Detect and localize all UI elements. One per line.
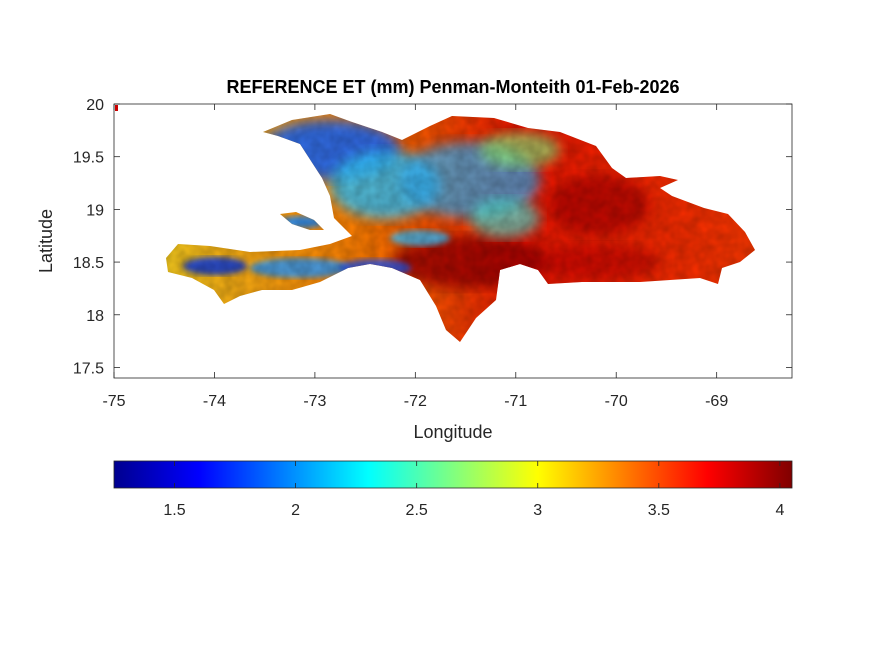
y-tick-label: 18 [86,308,104,325]
colorbar-tick-label: 3.5 [648,502,670,519]
heatmap-speck [115,105,118,111]
y-tick-label: 17.5 [73,360,104,377]
x-tick-label: -73 [303,393,326,410]
y-tick-label: 20 [86,97,104,114]
y-tick-label: 19 [86,202,104,219]
x-tick-label: -72 [404,393,427,410]
colorbar-tick-label: 3 [533,502,542,519]
x-axis-label: Longitude [413,422,492,442]
y-tick-label: 18.5 [73,255,104,272]
colorbar-ticks: 1.5 2 2.5 3 3.5 4 [163,461,784,519]
x-tick-label: -69 [705,393,728,410]
y-tick-label: 19.5 [73,150,104,167]
x-axis-ticks: -75 -74 -73 -72 -71 -70 -69 [102,104,728,410]
chart-title: REFERENCE ET (mm) Penman-Monteith 01-Feb… [226,77,679,97]
y-axis-ticks: 20 19.5 19 18.5 18 17.5 [73,97,792,377]
x-tick-label: -74 [203,393,226,410]
colorbar-tick-label: 4 [775,502,784,519]
x-tick-label: -75 [102,393,125,410]
colorbar-tick-label: 2.5 [406,502,428,519]
colorbar-tick-label: 1.5 [163,502,185,519]
y-axis-label: Latitude [36,209,56,273]
x-tick-label: -70 [605,393,628,410]
colorbar-tick-label: 2 [291,502,300,519]
colorbar [113,460,793,489]
x-tick-label: -71 [504,393,527,410]
